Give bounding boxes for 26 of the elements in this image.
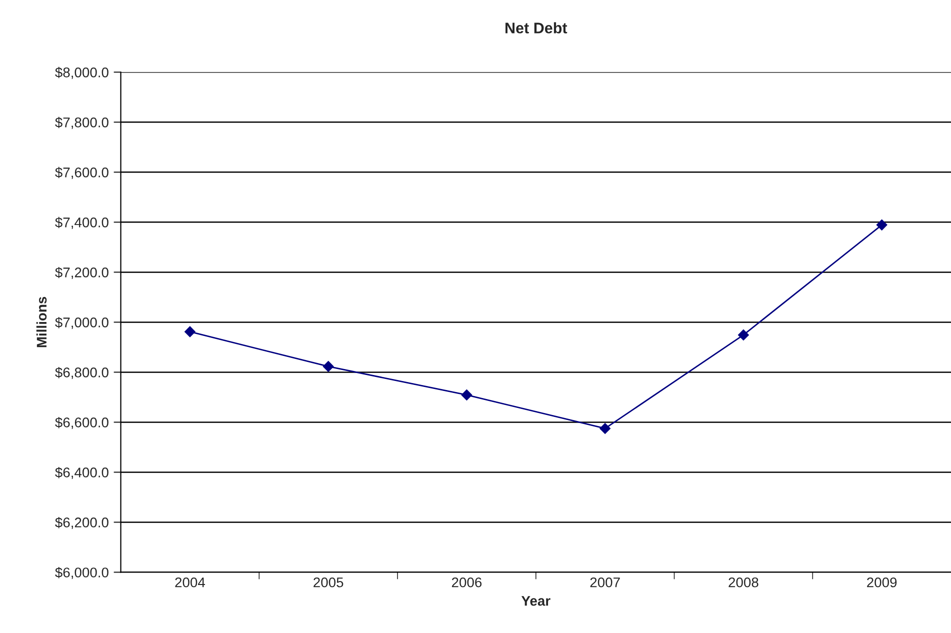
point	[600, 423, 611, 434]
y-tick-label: $7,200.0	[55, 266, 108, 279]
chart-title: Net Debt	[506, 22, 568, 34]
y-tick-label: $7,400.0	[55, 216, 108, 229]
point	[184, 326, 196, 338]
x-axis-title: Year	[521, 596, 550, 606]
y-tick-label: $8,000.0	[55, 66, 108, 79]
y-tick-label: $7,000.0	[55, 316, 108, 330]
x-tick-label: 2008	[728, 577, 758, 588]
x-tick-label: 2004	[175, 577, 206, 588]
y-tick-label: $6,200.0	[55, 516, 108, 530]
y-tick-label: $6,600.0	[55, 416, 108, 430]
y-axis-title: Millions	[36, 296, 47, 348]
y-tick-label: $6,800.0	[55, 366, 108, 380]
y-tick-label: $7,800.0	[55, 116, 108, 129]
x-tick-label: 2009	[867, 577, 897, 588]
x-tick-label: 2007	[590, 577, 620, 588]
y-tick-label: $7,600.0	[55, 166, 108, 179]
point	[876, 220, 888, 230]
point	[461, 390, 472, 400]
y-tick-label: $6,000.0	[55, 566, 108, 580]
point	[738, 330, 749, 340]
y-tick-label: $6,400.0	[55, 466, 108, 480]
x-tick-label: 2005	[314, 577, 344, 588]
point	[322, 361, 334, 372]
x-tick-label: 2006	[452, 577, 482, 588]
